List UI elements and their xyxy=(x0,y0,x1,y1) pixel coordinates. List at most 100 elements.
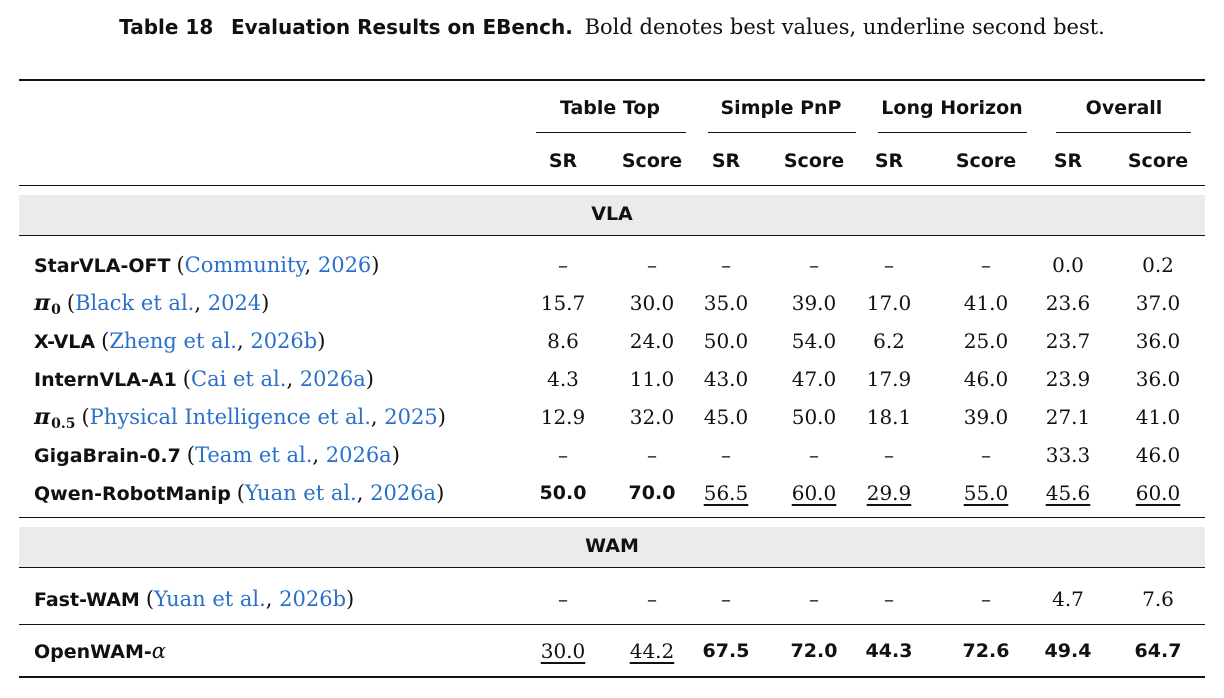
column-subheader: Score xyxy=(783,150,845,172)
table-cell: 43.0 xyxy=(703,367,749,391)
table-cell: – xyxy=(721,253,731,277)
citation-author: Yuan et al. xyxy=(154,587,266,611)
citation-paren: ) xyxy=(317,329,326,353)
table-cell: 44.2 xyxy=(629,639,675,663)
column-group-header: Simple PnP xyxy=(720,97,842,119)
citation-paren: ( xyxy=(186,443,195,467)
table-cell: 39.0 xyxy=(791,291,837,315)
citation-paren: ) xyxy=(436,481,445,505)
citation-year: 2026b xyxy=(279,587,347,611)
model-name: InternVLA-A1 xyxy=(34,369,177,391)
table-cell: 33.3 xyxy=(1045,443,1091,467)
model-name: GigaBrain-0.7 xyxy=(34,445,181,467)
table-cell: 50.0 xyxy=(539,482,587,504)
table-cell: 8.6 xyxy=(547,329,579,353)
citation-separator: , xyxy=(356,481,371,505)
column-subheader: Score xyxy=(1127,150,1189,172)
table-cell: – xyxy=(884,253,894,277)
table-cell: – xyxy=(558,443,568,467)
model-name: Fast-WAM xyxy=(34,589,140,611)
table-cell: – xyxy=(647,443,657,467)
table-cell: 67.5 xyxy=(702,640,750,662)
citation-author: Team et al. xyxy=(195,443,313,467)
table-cell: 47.0 xyxy=(791,367,837,391)
table-cell: 41.0 xyxy=(963,291,1009,315)
citation-year: 2025 xyxy=(384,405,438,429)
column-subheader: Score xyxy=(955,150,1017,172)
caption-title: Evaluation Results on EBench. xyxy=(230,15,573,39)
citation-separator: , xyxy=(194,291,208,315)
citation-separator: , xyxy=(286,367,300,391)
model-name-subscript: 0.5 xyxy=(51,416,76,432)
row-label: π0.5 (Physical Intelligence et al., 2025) xyxy=(34,398,446,436)
table-caption: Table 18 Evaluation Results on EBench. B… xyxy=(0,14,1224,40)
section-rule xyxy=(19,567,1205,568)
table-cell: 11.0 xyxy=(629,367,675,391)
model-name-symbol: π0 xyxy=(34,290,61,318)
citation-paren: ( xyxy=(236,481,245,505)
model-name: π0.5 xyxy=(34,404,76,432)
citation-author: Physical Intelligence et al. xyxy=(89,405,371,429)
table-cell: 12.9 xyxy=(540,405,586,429)
citation-paren: ( xyxy=(81,405,90,429)
table-cell: 41.0 xyxy=(1135,405,1181,429)
table-cell: 23.7 xyxy=(1045,329,1091,353)
section-title-wam: WAM xyxy=(585,535,639,557)
model-name: Qwen-RobotManip xyxy=(34,483,231,505)
group-cmidrule xyxy=(1056,132,1191,133)
citation-author: Community xyxy=(184,253,305,277)
table-cell: 49.4 xyxy=(1044,640,1092,662)
citation-paren: ( xyxy=(182,367,191,391)
section-band xyxy=(19,195,1205,235)
table-cell: 35.0 xyxy=(703,291,749,315)
model-name-alpha: α xyxy=(151,639,166,663)
table-cell: 54.0 xyxy=(791,329,837,353)
table-row: StarVLA-OFT (Community, 2026) – – – – – – 0.0 0.2 xyxy=(0,246,1224,284)
table-cell: – xyxy=(981,253,991,277)
section-band xyxy=(19,527,1205,567)
group-cmidrule xyxy=(536,132,686,133)
citation-year: 2026a xyxy=(325,443,392,467)
model-name: X-VLA xyxy=(34,331,96,353)
table-cell: – xyxy=(721,443,731,467)
model-name-subscript: 0 xyxy=(51,302,61,318)
table-cell: 45.0 xyxy=(703,405,749,429)
table-cell: 27.1 xyxy=(1045,405,1091,429)
citation-paren: ) xyxy=(365,367,374,391)
citation-paren: ( xyxy=(66,291,76,315)
model-name: OpenWAM-α xyxy=(34,639,166,663)
row-label: GigaBrain-0.7 (Team et al., 2026a) xyxy=(34,436,400,474)
citation-paren: ) xyxy=(391,443,400,467)
table-cell: – xyxy=(884,587,894,611)
citation: (Cai et al., 2026a) xyxy=(183,367,374,391)
table-cell: 46.0 xyxy=(1135,443,1181,467)
table-row: X-VLA (Zheng et al., 2026b) 8.6 24.0 50.0 54.… xyxy=(0,322,1224,360)
column-subheader: SR xyxy=(548,150,578,172)
row-label: StarVLA-OFT (Community, 2026) xyxy=(34,246,380,284)
citation: (Zheng et al., 2026b) xyxy=(101,329,325,353)
table-cell: – xyxy=(884,443,894,467)
table-cell: 25.0 xyxy=(963,329,1009,353)
table-row: π0.5 (Physical Intelligence et al., 2025)… xyxy=(0,398,1224,436)
table-cell: 72.6 xyxy=(962,640,1010,662)
citation-paren: ) xyxy=(371,253,380,277)
citation-paren: ) xyxy=(261,291,270,315)
table-cell: 37.0 xyxy=(1135,291,1181,315)
table-cell: 55.0 xyxy=(963,481,1009,505)
citation-separator: , xyxy=(312,443,326,467)
table-row: GigaBrain-0.7 (Team et al., 2026a) – – – – – –3… xyxy=(0,436,1224,474)
citation-paren: ) xyxy=(437,405,446,429)
section-title-vla: VLA xyxy=(591,203,633,225)
row-label: OpenWAM-α xyxy=(34,632,166,670)
table-cell: – xyxy=(721,587,731,611)
citation: (Team et al., 2026a) xyxy=(187,443,400,467)
section-rule xyxy=(19,517,1205,518)
table-cell: – xyxy=(558,587,568,611)
table-cell: 64.7 xyxy=(1134,640,1182,662)
row-label: X-VLA (Zheng et al., 2026b) xyxy=(34,322,325,360)
citation-author: Cai et al. xyxy=(191,367,287,391)
citation: (Yuan et al., 2026b) xyxy=(146,587,354,611)
model-name: StarVLA-OFT xyxy=(34,255,171,277)
table-cell: 50.0 xyxy=(703,329,749,353)
caption-label: Table 18 xyxy=(119,15,214,39)
